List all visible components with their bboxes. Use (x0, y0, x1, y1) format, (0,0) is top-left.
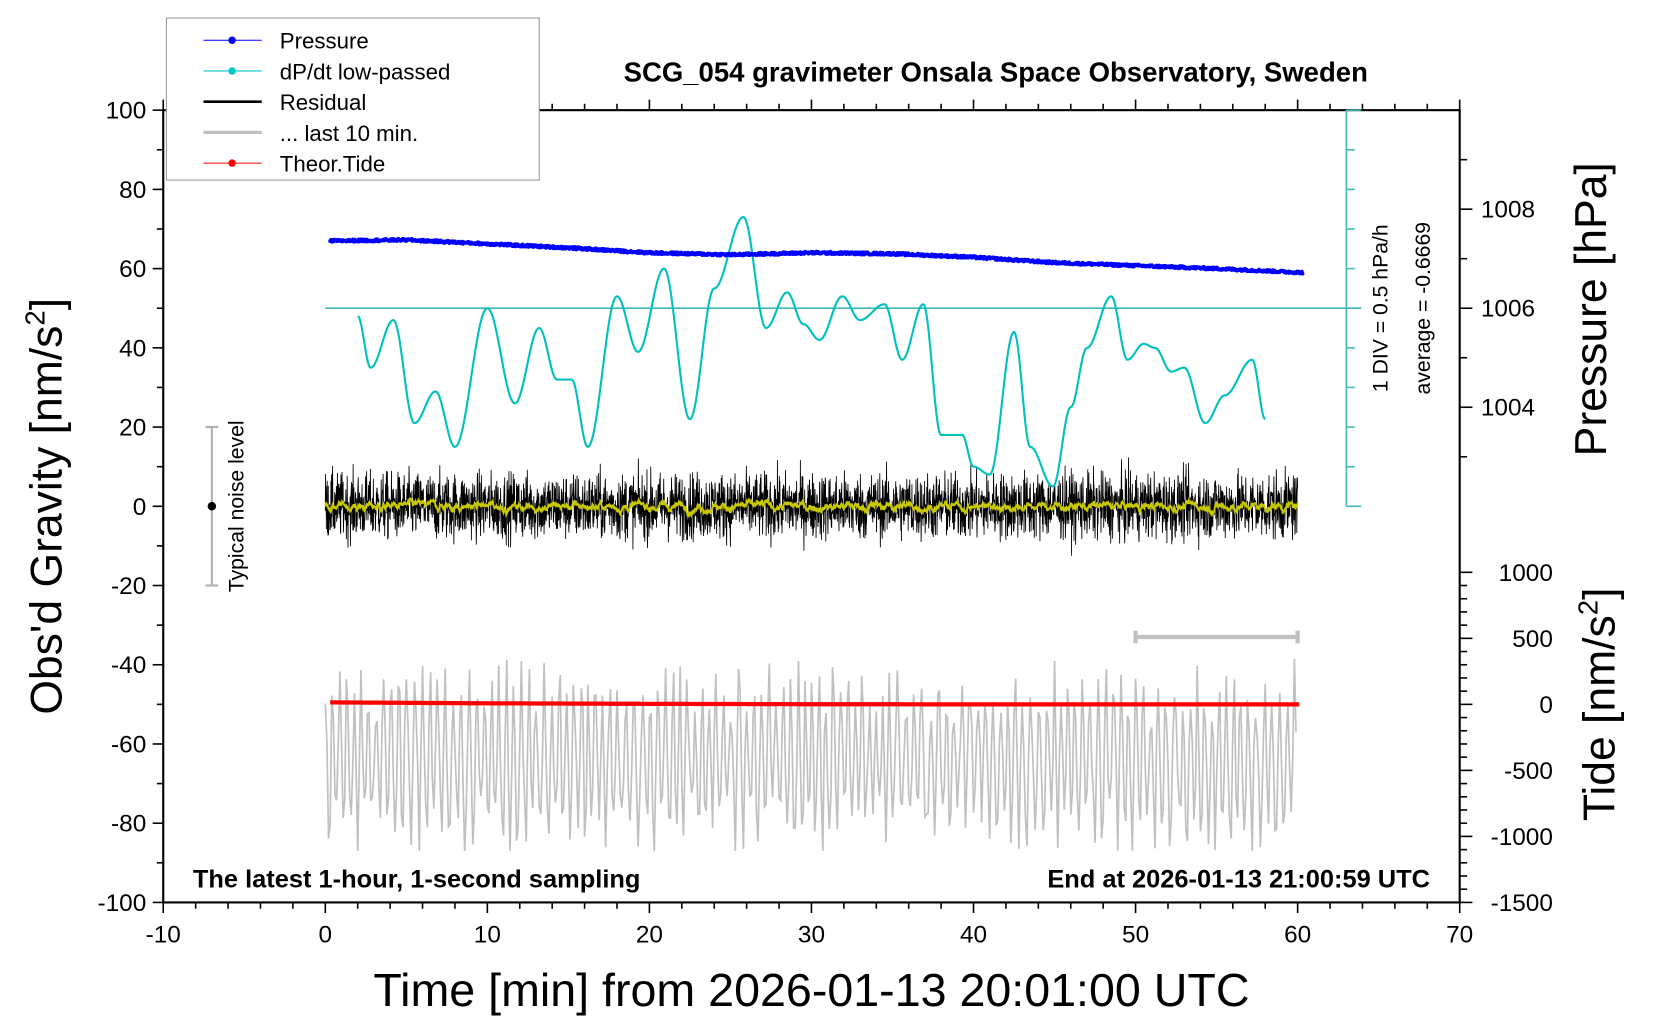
y-tick-label: 60 (119, 256, 146, 283)
y-tick-label: -100 (98, 890, 147, 917)
annotation-noise: Typical noise level (226, 420, 249, 592)
x-tick-label: 20 (636, 922, 663, 949)
pressure-tick-label: 1004 (1481, 395, 1535, 422)
y-tick-label: -80 (111, 811, 146, 838)
tide-tick-label: -1000 (1491, 824, 1553, 851)
y-tick-label: -20 (111, 573, 146, 600)
y-axis-label-pressure: Pressure [hPa] (1567, 162, 1616, 456)
pressure-tick-label: 1006 (1481, 296, 1535, 323)
legend: Pressure dP/dt low-passed Residual ... last… (165, 17, 540, 181)
tide-tick-label: 1000 (1499, 560, 1553, 587)
legend-marker (228, 159, 236, 167)
pressure-tick-label: 1008 (1481, 197, 1535, 224)
y-axis-label-left: Obs'd Gravity [nm/s2] (20, 298, 72, 715)
chart-title: SCG_054 gravimeter Onsala Space Observat… (624, 57, 1368, 88)
y-tick-label: 100 (106, 98, 147, 125)
legend-label: ... last 10 min. (280, 121, 418, 146)
legend-marker (228, 67, 236, 75)
x-tick-label: 60 (1284, 922, 1311, 949)
noise-level-dot (207, 502, 217, 511)
theor-tide-line (330, 700, 1300, 707)
residual-line (324, 457, 1299, 556)
x-tick-label: 40 (960, 922, 987, 949)
pressure-point (1300, 271, 1305, 276)
annotation-average: average = -0.6669 (1412, 222, 1435, 394)
x-tick-label: -10 (146, 922, 181, 949)
tide-tick-label: 500 (1512, 626, 1553, 653)
x-tick-label: 70 (1446, 922, 1473, 949)
tide-tick-label: -500 (1504, 758, 1553, 785)
annotation-div: 1 DIV = 0.5 hPa/h (1370, 224, 1393, 392)
x-axis-label: Time [min] from 2026-01-13 20:01:00 UTC (373, 964, 1249, 1016)
x-tick-label: 30 (798, 922, 825, 949)
tide-tick-label: -1500 (1491, 890, 1553, 917)
pressure-series (328, 236, 1305, 276)
y-tick-label: 0 (133, 494, 147, 521)
dpdt-line (357, 216, 1266, 488)
y-tick-label: 20 (119, 415, 146, 442)
last-10-min-line (324, 658, 1297, 851)
legend-label: Residual (280, 90, 367, 115)
annotation-end-time: End at 2026-01-13 21:00:59 UTC (1047, 866, 1430, 894)
x-tick-label: 10 (474, 922, 501, 949)
x-tick-label: 0 (319, 922, 333, 949)
legend-label: dP/dt low-passed (280, 59, 451, 84)
tide-tick-label: 0 (1539, 692, 1553, 719)
legend-label: Pressure (280, 29, 369, 54)
y-tick-label: -60 (111, 731, 146, 758)
legend-label: Theor.Tide (280, 152, 385, 177)
annotation-sampling: The latest 1-hour, 1-second sampling (193, 866, 641, 894)
x-tick-label: 50 (1122, 922, 1149, 949)
y-tick-label: -40 (111, 652, 146, 679)
legend-marker (228, 36, 236, 44)
legend-box (165, 17, 540, 181)
y-tick-label: 40 (119, 335, 146, 362)
y-tick-label: 80 (119, 177, 146, 204)
y-axis-label-tide: Tide [nm/s2] (1572, 588, 1624, 822)
residual-smoothed-line (324, 496, 1299, 519)
